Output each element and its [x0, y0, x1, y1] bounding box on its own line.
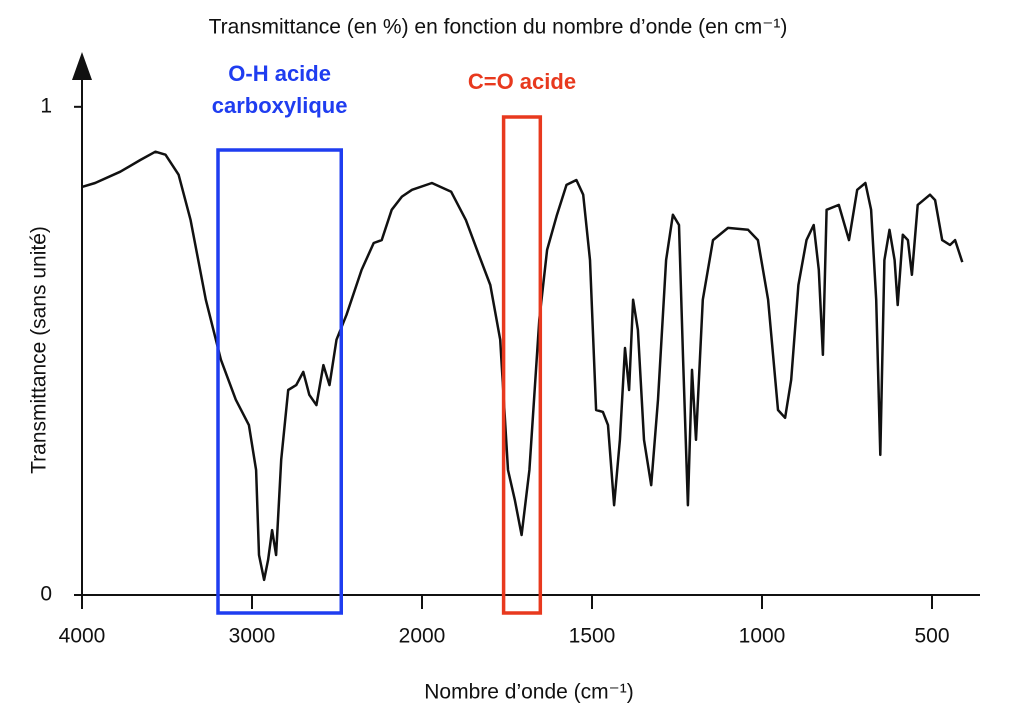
x-tick-label: 3000	[229, 625, 276, 648]
x-tick-label: 4000	[59, 625, 106, 648]
annotation-label: carboxylique	[212, 93, 348, 118]
x-tick-label: 2000	[399, 625, 446, 648]
chart-title: Transmittance (en %) en fonction du nomb…	[209, 16, 788, 39]
annotation-label: C=O acide	[468, 69, 576, 94]
annotation-box	[216, 148, 343, 615]
y-axis-arrow	[72, 52, 92, 80]
y-axis-label: Transmittance (sans unité)	[28, 226, 51, 474]
spectrum-line	[81, 150, 964, 582]
y-tick-label: 1	[40, 94, 52, 117]
x-axis-label: Nombre d’onde (cm⁻¹)	[424, 681, 633, 704]
x-tick-label: 1500	[569, 625, 616, 648]
annotation-box	[501, 115, 543, 615]
annotation-label: O-H acide	[228, 61, 331, 86]
x-tick-label: 1000	[739, 625, 786, 648]
y-tick-label: 0	[40, 583, 52, 606]
x-tick-label: 500	[914, 625, 949, 648]
